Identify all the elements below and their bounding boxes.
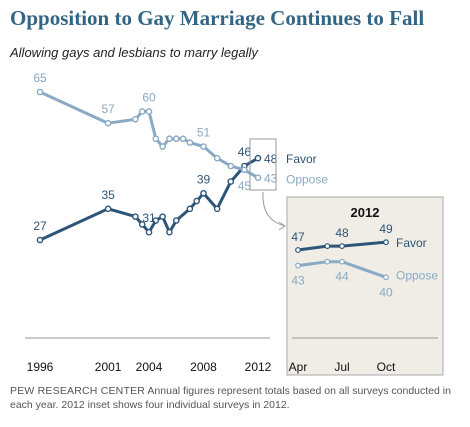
favor-point bbox=[213, 205, 221, 213]
favor-legend-label: Favor bbox=[286, 152, 317, 166]
favor-point bbox=[200, 189, 207, 197]
oppose-point bbox=[159, 143, 166, 150]
oppose-point bbox=[179, 135, 187, 143]
favor-point bbox=[132, 213, 139, 220]
inset-favor-data-label: 49 bbox=[379, 222, 393, 236]
oppose-point bbox=[166, 135, 173, 143]
favor-line bbox=[39, 156, 259, 242]
oppose-point bbox=[172, 135, 180, 143]
inset-favor-legend-label: Favor bbox=[396, 236, 427, 250]
inset-favor-data-label: 48 bbox=[335, 226, 349, 240]
x-tick-label: 2004 bbox=[136, 360, 163, 374]
favor-data-label: 46 bbox=[238, 145, 252, 159]
oppose-point bbox=[132, 115, 139, 123]
oppose-data-label: 45 bbox=[238, 179, 252, 193]
oppose-data-label: 60 bbox=[142, 90, 156, 104]
inset-oppose-legend-label: Oppose bbox=[396, 268, 438, 282]
oppose-legend-label: Oppose bbox=[286, 173, 328, 187]
favor-point bbox=[138, 221, 146, 228]
inset-highlight-box bbox=[249, 138, 277, 191]
favor-point bbox=[172, 217, 180, 224]
favor-data-label: 27 bbox=[33, 219, 47, 233]
favor-data-label: 31 bbox=[142, 211, 156, 225]
favor-point bbox=[186, 205, 194, 213]
inset-oppose-line bbox=[297, 260, 387, 279]
oppose-point bbox=[138, 108, 146, 115]
chart-area: 27 35 31 39 46 48 65 57 60 51 45 43 Favor Oppose 1996 2… bbox=[25, 71, 444, 376]
inset-favor-line bbox=[297, 240, 387, 252]
inset-connector-arrow bbox=[278, 221, 286, 231]
favor-data-label: 35 bbox=[101, 188, 115, 202]
inset-x-tick-label: Oct bbox=[377, 360, 396, 374]
inset-oppose-point bbox=[339, 258, 345, 265]
inset-panel bbox=[286, 196, 444, 376]
x-tick-label: 2008 bbox=[190, 360, 217, 374]
inset-oppose-point bbox=[383, 274, 389, 281]
inset-oppose-point bbox=[324, 258, 331, 265]
oppose-data-label: 51 bbox=[197, 126, 211, 140]
oppose-point bbox=[241, 166, 248, 174]
favor-point bbox=[36, 236, 44, 244]
inset-favor-point bbox=[295, 247, 301, 253]
x-tick-label: 1996 bbox=[27, 360, 54, 374]
inset-oppose-data-label: 44 bbox=[335, 270, 349, 284]
oppose-point bbox=[186, 139, 194, 146]
favor-point bbox=[193, 197, 200, 205]
favor-point bbox=[104, 205, 112, 213]
inset-favor-point bbox=[324, 243, 331, 250]
oppose-data-label: 57 bbox=[101, 102, 115, 116]
oppose-point bbox=[36, 88, 44, 96]
oppose-line bbox=[39, 90, 259, 180]
favor-data-label: 39 bbox=[197, 172, 211, 186]
inset-connector bbox=[262, 191, 286, 227]
oppose-point bbox=[254, 174, 262, 181]
favor-point bbox=[159, 213, 166, 220]
footnote-note: Annual figures represent totals based on… bbox=[10, 385, 451, 411]
oppose-point bbox=[104, 119, 112, 127]
oppose-point bbox=[227, 162, 235, 170]
inset-oppose-data-label: 40 bbox=[379, 285, 393, 299]
inset-favor-point bbox=[339, 243, 345, 250]
oppose-point bbox=[145, 108, 153, 115]
inset-x-tick-label: Apr bbox=[289, 360, 308, 374]
favor-point bbox=[145, 228, 153, 236]
favor-point bbox=[166, 228, 173, 236]
inset-favor-point bbox=[383, 239, 389, 246]
favor-point bbox=[254, 154, 262, 162]
chart-subtitle: Allowing gays and lesbians to marry lega… bbox=[10, 45, 258, 60]
source-label: PEW RESEARCH CENTER bbox=[10, 385, 146, 397]
x-tick-label: 2001 bbox=[95, 360, 122, 374]
oppose-point bbox=[152, 135, 160, 143]
oppose-data-label: 65 bbox=[33, 71, 47, 85]
favor-point bbox=[227, 178, 235, 185]
favor-data-label: 48 bbox=[264, 152, 278, 166]
inset-oppose-data-label: 43 bbox=[291, 274, 305, 288]
oppose-point bbox=[200, 143, 207, 150]
oppose-point bbox=[213, 154, 221, 162]
inset-x-tick-label: Jul bbox=[334, 360, 349, 374]
footnote: PEW RESEARCH CENTER Annual figures repre… bbox=[10, 385, 465, 412]
oppose-data-label: 43 bbox=[264, 172, 278, 186]
favor-point bbox=[152, 217, 160, 224]
inset-title: 2012 bbox=[351, 205, 380, 220]
x-tick-label: 2012 bbox=[245, 360, 272, 374]
inset-oppose-point bbox=[295, 262, 301, 269]
inset-favor-data-label: 47 bbox=[291, 230, 305, 244]
chart-title: Opposition to Gay Marriage Continues to … bbox=[10, 6, 425, 30]
